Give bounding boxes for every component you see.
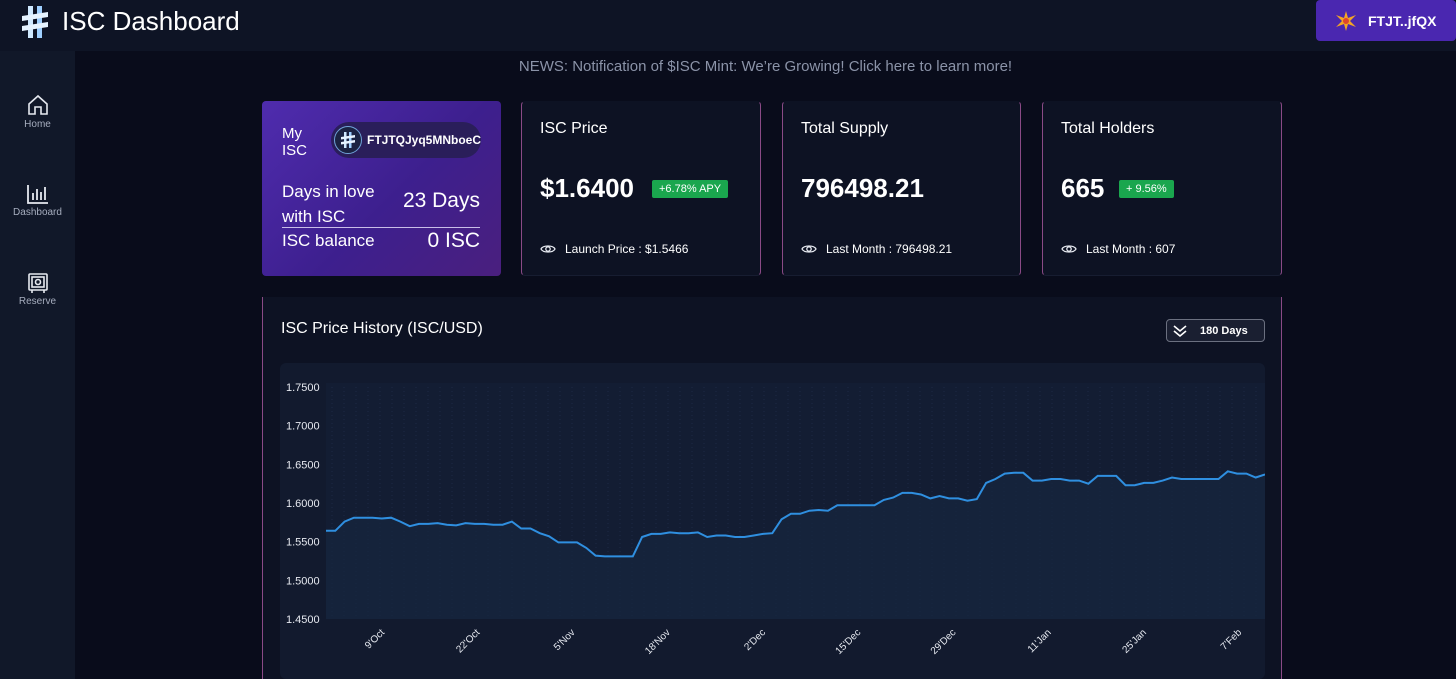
x-tick-label: 25'Jan: [1121, 627, 1149, 655]
sidebar-item-label: Reserve: [18, 296, 57, 307]
stat-value: 796498.21: [801, 173, 924, 203]
stat-title: ISC Price: [540, 120, 608, 137]
stat-footer: Last Month : 607: [1061, 242, 1175, 256]
total-holders-card: Total Holders 665 + 9.56% Last Month : 6…: [1042, 101, 1282, 276]
range-select-label: 180 Days: [1200, 324, 1248, 337]
my-isc-label: My ISC: [282, 125, 308, 159]
isc-balance-value: 0 ISC: [427, 229, 480, 252]
x-tick-label: 2'Dec: [742, 627, 768, 653]
stat-title: Total Holders: [1061, 120, 1155, 137]
range-select-button[interactable]: 180 Days: [1166, 319, 1265, 342]
sidebar-item-label: Dashboard: [13, 207, 62, 218]
x-tick-label: 18'Nov: [643, 627, 673, 657]
days-in-love-label: Days in love with ISC: [282, 182, 375, 226]
x-tick-label: 22'Oct: [454, 627, 482, 655]
price-line: [326, 470, 1265, 558]
eye-icon: [1061, 245, 1077, 253]
isc-coin-icon: [334, 126, 362, 154]
x-tick-label: 9'Oct: [363, 627, 387, 651]
stat-footer: Last Month : 796498.21: [801, 242, 952, 256]
x-tick-label: 7'Feb: [1219, 627, 1245, 653]
my-isc-card: My ISC FTJTQJyq5MNboeCz4... Days in love…: [262, 101, 501, 276]
y-tick-label: 1.5000: [286, 575, 320, 587]
wallet-address-text: FTJTQJyq5MNboeCz4...: [367, 133, 481, 147]
wallet-address-pill[interactable]: FTJTQJyq5MNboeCz4...: [331, 122, 481, 158]
apy-badge: +6.78% APY: [652, 180, 729, 198]
stat-title: Total Supply: [801, 120, 889, 137]
days-in-love-value: 23 Days: [402, 189, 480, 212]
stat-footer-text: Last Month : 796498.21: [826, 242, 953, 256]
y-tick-label: 1.6500: [286, 459, 320, 471]
growth-badge: + 9.56%: [1119, 180, 1174, 198]
news-banner-link[interactable]: NEWS: Notification of $ISC Mint: We’re G…: [518, 58, 1013, 75]
stat-footer-text: Last Month : 607: [1086, 242, 1176, 256]
top-bar: ISC Dashboard FTJT..jfQX: [0, 0, 1456, 51]
x-tick-label: 15'Dec: [834, 627, 864, 657]
isc-logo-icon[interactable]: [22, 4, 48, 40]
chart-title: ISC Price History (ISC/USD): [281, 320, 483, 337]
stat-value: $1.6400: [540, 173, 634, 203]
bar-chart-icon: [26, 185, 48, 204]
safe-icon: [27, 273, 48, 293]
eye-icon: [540, 245, 556, 253]
isc-balance-label: ISC balance: [282, 231, 375, 250]
eye-icon: [801, 245, 817, 253]
y-tick-label: 1.4500: [286, 614, 320, 626]
wallet-address-label: FTJT..jfQX: [1368, 12, 1437, 29]
sidebar-item-home[interactable]: Home: [0, 93, 75, 130]
wallet-connect-button[interactable]: FTJT..jfQX: [1316, 0, 1456, 41]
y-tick-label: 1.7500: [286, 382, 320, 394]
stat-footer-text: Launch Price : $1.5466: [565, 242, 689, 256]
starburst-icon: [1336, 10, 1356, 31]
isc-price-card: ISC Price $1.6400 +6.78% APY Launch Pric…: [521, 101, 761, 276]
x-tick-label: 11'Jan: [1026, 627, 1054, 655]
sidebar: Home Dashboard Reserve: [0, 51, 75, 679]
price-chart: 1.7500 1.7000 1.6500 1.6000 1.5500 1.5000 1.45…: [280, 363, 1265, 679]
double-chevron-down-icon: [1173, 324, 1187, 337]
total-supply-card: Total Supply 796498.21 Last Month : 7964…: [782, 101, 1021, 276]
price-area: [326, 471, 1265, 619]
y-tick-label: 1.6000: [286, 498, 320, 510]
stat-footer: Launch Price : $1.5466: [540, 242, 688, 256]
app-title: ISC Dashboard: [62, 6, 240, 36]
x-tick-label: 5'Nov: [552, 627, 578, 653]
y-tick-label: 1.7000: [286, 421, 320, 433]
stat-value: 665: [1061, 173, 1105, 203]
home-icon: [27, 94, 48, 115]
price-history-panel: ISC Price History (ISC/USD) 180 Days 1.7…: [262, 297, 1282, 679]
price-chart-svg: 1.7500 1.7000 1.6500 1.6000 1.5500 1.5000 1.45…: [286, 382, 1265, 657]
divider: [282, 227, 480, 228]
y-tick-label: 1.5500: [286, 537, 320, 549]
sidebar-item-reserve[interactable]: Reserve: [0, 272, 75, 307]
sidebar-item-label: Home: [24, 119, 51, 130]
sidebar-item-dashboard[interactable]: Dashboard: [0, 183, 75, 218]
x-tick-label: 29'Dec: [929, 627, 959, 657]
